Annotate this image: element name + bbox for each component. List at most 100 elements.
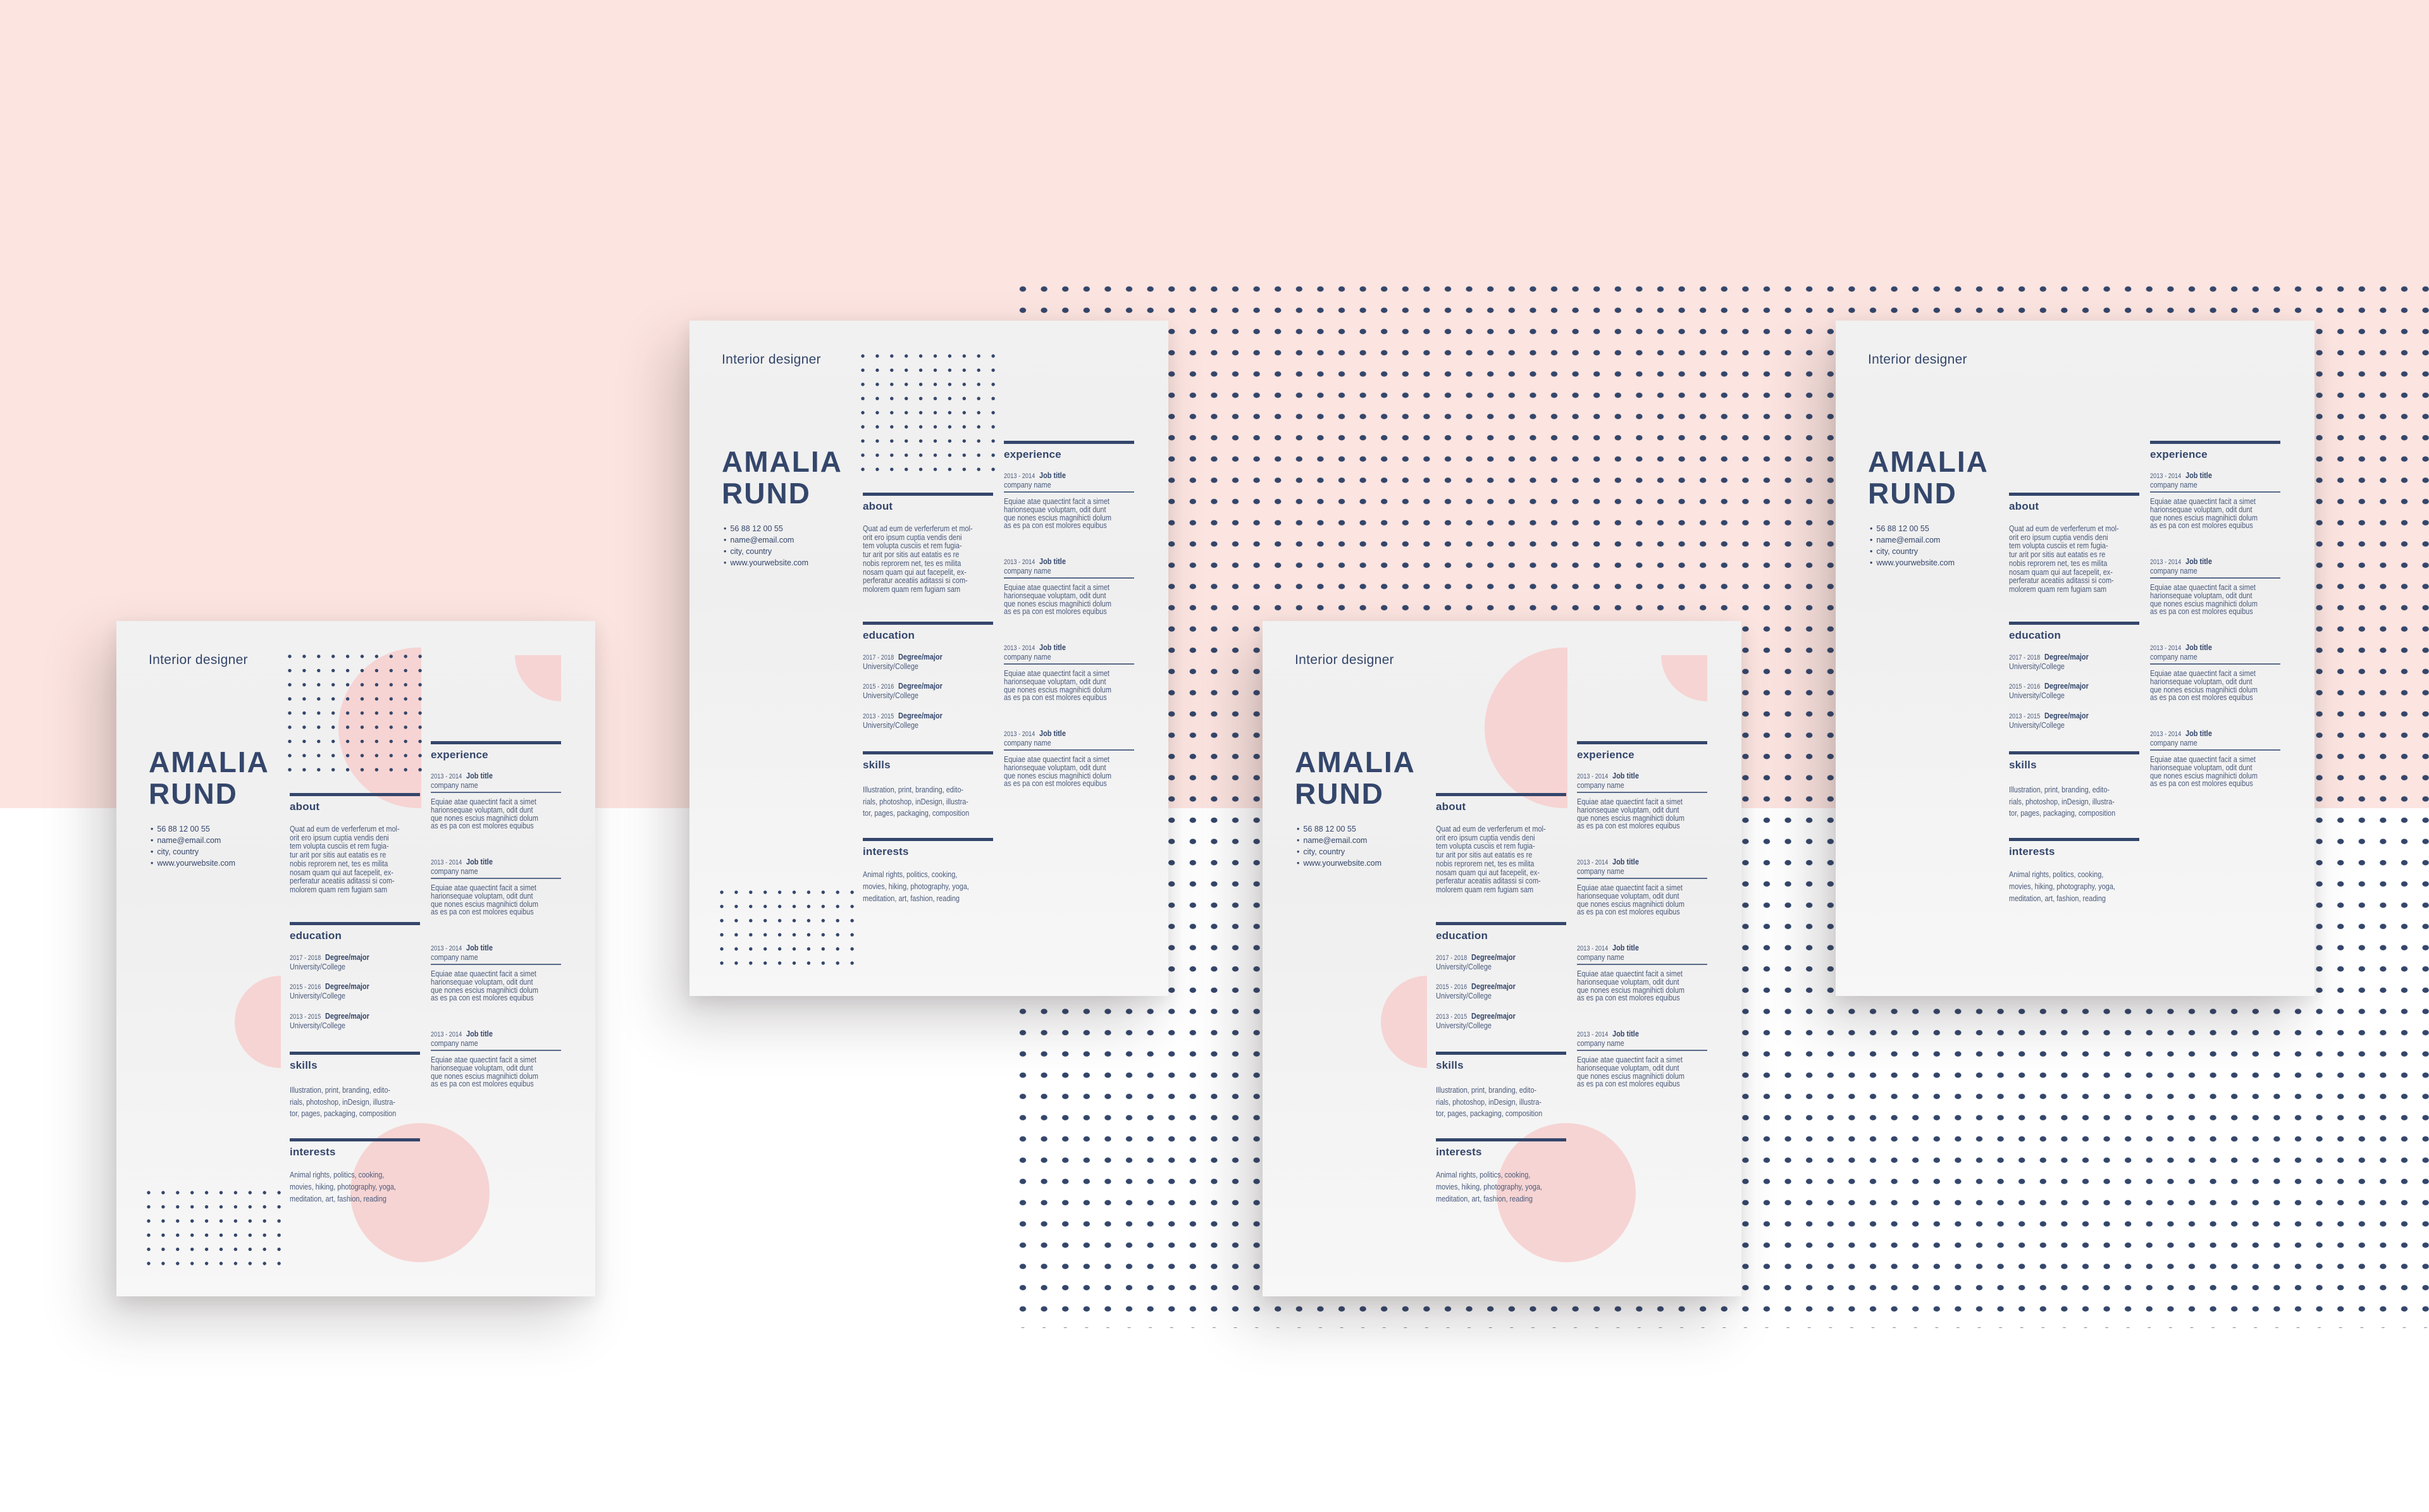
about-heading: about [2009, 500, 2039, 512]
description-line: as es pa con est molores equibus [1577, 1079, 1680, 1089]
experience-entry: 2013 - 2014 Job title company name [431, 857, 561, 876]
skills-line: tor, pages, packaging, composition [1436, 1109, 1543, 1118]
education-school: University/College [290, 1021, 346, 1030]
interests-line: meditation, art, fashion, reading [290, 1194, 386, 1203]
interests-heading: interests [863, 845, 909, 857]
first-name: AMALIA [1868, 445, 1989, 478]
education-entry: 2017 - 2018 Degree/major University/Colleg… [290, 953, 420, 971]
about-heading: about [1436, 801, 1466, 813]
education-school: University/College [863, 691, 919, 700]
company-name: company name [1004, 652, 1051, 661]
job-description: Equiae atae quaectint facit a simet hario… [1004, 582, 1134, 616]
person-name: AMALIA RUND [1868, 446, 1989, 509]
description-line: Equiae atae quaectint facit a simet [2150, 496, 2256, 506]
entry-divider [431, 792, 561, 793]
about-line: orit ero ipsum cuptia vendis deni [863, 532, 962, 542]
description-line: as es pa con est molores equibus [1577, 993, 1680, 1003]
description-line: harionsequae voluptam, odit dunt [1004, 762, 1106, 772]
description-line: Equiae atae quaectint facit a simet [1577, 797, 1683, 806]
description-line: Equiae atae quaectint facit a simet [431, 883, 536, 892]
section-divider [290, 1138, 420, 1141]
education-years: 2017 - 2018 [290, 954, 321, 962]
about-line: molorem quam rem fugiam sam [863, 584, 961, 594]
contact-item: www.yourwebsite.com [1870, 557, 1955, 569]
description-line: harionsequae voluptam, odit dunt [2150, 762, 2253, 772]
interests-line: meditation, art, fashion, reading [1436, 1194, 1533, 1203]
job-title: Job title [466, 771, 493, 780]
skills-text: Illustration, print, branding, edito-ria… [290, 1085, 420, 1120]
section-divider [863, 838, 993, 841]
about-line: orit ero ipsum cuptia vendis deni [290, 832, 389, 842]
description-line: as es pa con est molores equibus [2150, 778, 2253, 789]
job-description: Equiae atae quaectint facit a simet hario… [431, 969, 561, 1002]
education-school: University/College [2009, 661, 2065, 671]
skills-line: rials, photoshop, inDesign, illustra- [2009, 796, 2115, 806]
section-divider [863, 622, 993, 625]
first-name: AMALIA [1295, 746, 1416, 778]
pink-circle-decoration [235, 976, 281, 1068]
section-divider [863, 751, 993, 754]
experience-entry: 2013 - 2014 Job title company name [1004, 471, 1134, 489]
experience-entry: 2013 - 2014 Job title company name [1577, 943, 1707, 962]
job-years: 2013 - 2014 [1577, 859, 1609, 866]
description-line: que nones escius magnihicti dolum [2150, 770, 2258, 780]
about-heading: about [290, 801, 320, 813]
pink-circle-decoration [1661, 655, 1707, 701]
entry-divider [1004, 491, 1134, 493]
education-heading: education [2009, 629, 2061, 641]
interests-line: Animal rights, politics, cooking, [1436, 1170, 1531, 1179]
section-divider [2009, 838, 2139, 841]
experience-entry: 2013 - 2014 Job title company name [431, 771, 561, 790]
about-line: tem volupta cusciis et rem fugia- [290, 841, 389, 851]
description-line: que nones escius magnihicti dolum [1577, 1071, 1684, 1081]
description-line: que nones escius magnihicti dolum [2150, 512, 2258, 522]
description-line: Equiae atae quaectint facit a simet [1004, 582, 1109, 592]
section-divider [1436, 1138, 1566, 1141]
experience-entry: 2013 - 2014 Job title company name [2150, 471, 2280, 489]
about-line: orit ero ipsum cuptia vendis deni [1436, 832, 1535, 842]
entry-divider [1004, 577, 1134, 579]
education-school: University/College [863, 720, 919, 730]
about-line: tem volupta cusciis et rem fugia- [1436, 841, 1535, 851]
entry-divider [2150, 491, 2280, 493]
interests-line: movies, hiking, photography, yoga, [290, 1182, 396, 1191]
education-entry: 2013 - 2015 Degree/major University/Colleg… [1436, 1012, 1566, 1030]
section-divider [431, 741, 561, 744]
section-divider [2009, 751, 2139, 754]
description-line: harionsequae voluptam, odit dunt [1577, 1062, 1679, 1073]
description-line: harionsequae voluptam, odit dunt [431, 890, 533, 900]
about-text: Quat ad eum de verferferum et mol-orit e… [1436, 825, 1566, 894]
description-line: Equiae atae quaectint facit a simet [431, 1055, 536, 1064]
last-name: RUND [149, 777, 238, 810]
contact-item: city, country [1297, 846, 1381, 857]
pink-circle-decoration [1381, 976, 1427, 1068]
description-line: Equiae atae quaectint facit a simet [431, 969, 536, 978]
about-line: nosam quam qui aut facepelit, ex- [863, 567, 967, 577]
experience-entry: 2013 - 2014 Job title company name [1004, 729, 1134, 747]
description-line: que nones escius magnihicti dolum [2150, 684, 2258, 694]
description-line: as es pa con est molores equibus [431, 907, 534, 917]
education-years: 2015 - 2016 [290, 983, 321, 991]
section-divider [1436, 1052, 1566, 1055]
about-line: molorem quam rem fugiam sam [2009, 584, 2107, 594]
entry-divider [1577, 792, 1707, 793]
job-title: Job title [466, 1029, 493, 1038]
education-degree: Degree/major [898, 711, 943, 720]
education-school: University/College [290, 991, 346, 1000]
contact-item: city, country [151, 846, 235, 857]
contact-list: 56 88 12 00 55name@email.comcity, countr… [1870, 523, 1955, 569]
education-degree: Degree/major [898, 681, 943, 691]
entry-divider [431, 878, 561, 879]
education-entry: 2013 - 2015 Degree/major University/Colleg… [290, 1012, 420, 1030]
experience-heading: experience [2150, 448, 2208, 460]
description-line: que nones escius magnihicti dolum [1004, 770, 1111, 780]
description-line: as es pa con est molores equibus [431, 821, 534, 831]
company-name: company name [431, 1038, 478, 1048]
description-line: Equiae atae quaectint facit a simet [2150, 668, 2256, 678]
job-description: Equiae atae quaectint facit a simet hario… [2150, 668, 2280, 702]
education-degree: Degree/major [325, 981, 369, 991]
education-school: University/College [290, 962, 346, 971]
job-description: Equiae atae quaectint facit a simet hario… [2150, 496, 2280, 530]
about-line: Quat ad eum de verferferum et mol- [1436, 824, 1546, 833]
